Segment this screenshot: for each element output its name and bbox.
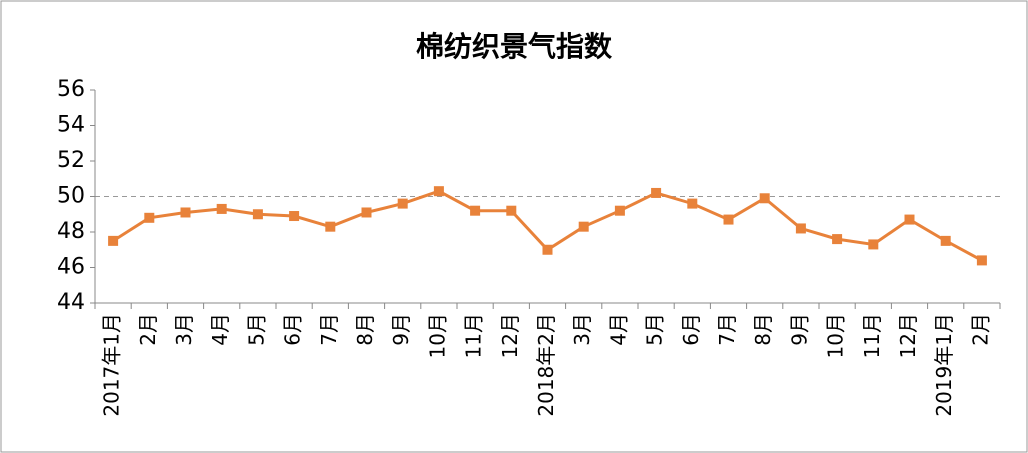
x-tick-label: 10月 <box>824 313 848 358</box>
x-tick-label: 7月 <box>715 313 739 346</box>
point-marker <box>687 198 698 209</box>
point-marker <box>470 205 481 216</box>
x-tick-label: 12月 <box>896 313 920 358</box>
point-marker <box>108 235 119 246</box>
x-tick-label: 5月 <box>643 313 667 346</box>
x-tick-label: 4月 <box>208 313 232 346</box>
point-marker <box>216 203 227 214</box>
x-tick-label: 3月 <box>172 313 196 346</box>
y-tick-label: 52 <box>57 148 85 173</box>
x-tick-label: 10月 <box>425 313 449 358</box>
x-tick-label: 8月 <box>751 313 775 346</box>
point-marker <box>578 221 589 232</box>
y-tick-label: 54 <box>57 113 85 138</box>
x-tick-label: 8月 <box>353 313 377 346</box>
x-tick-label: 11月 <box>462 313 486 358</box>
point-marker <box>252 209 263 220</box>
point-marker <box>832 234 843 245</box>
point-marker <box>614 205 625 216</box>
point-marker <box>433 186 444 197</box>
x-tick-label: 6月 <box>281 313 305 346</box>
x-tick-label: 12月 <box>498 313 522 358</box>
x-tick-label: 7月 <box>317 313 341 346</box>
y-tick-label: 44 <box>57 290 85 315</box>
point-marker <box>904 214 915 225</box>
x-tick-label: 2019年1月 <box>932 313 956 417</box>
point-marker <box>868 239 879 250</box>
y-tick-label: 56 <box>57 77 85 102</box>
x-tick-label: 4月 <box>606 313 630 346</box>
point-marker <box>506 205 517 216</box>
x-tick-label: 6月 <box>679 313 703 346</box>
point-marker <box>542 244 553 255</box>
x-tick-label: 9月 <box>787 313 811 346</box>
point-marker <box>651 187 662 198</box>
point-marker <box>976 255 987 266</box>
x-tick-label: 2月 <box>136 313 160 346</box>
point-marker <box>723 214 734 225</box>
point-marker <box>361 207 372 218</box>
point-marker <box>940 235 951 246</box>
x-tick-label: 2月 <box>968 313 992 346</box>
point-marker <box>759 193 770 204</box>
x-tick-label: 11月 <box>860 313 884 358</box>
point-marker <box>397 198 408 209</box>
chart-title: 棉纺织景气指数 <box>416 30 613 63</box>
x-tick-label: 2018年2月 <box>534 313 558 417</box>
x-tick-label: 3月 <box>570 313 594 346</box>
x-tick-label: 9月 <box>389 313 413 346</box>
point-marker <box>325 221 336 232</box>
point-marker <box>180 207 191 218</box>
x-tick-label: 5月 <box>244 313 268 346</box>
y-tick-label: 46 <box>57 255 85 280</box>
x-tick-label: 2017年1月 <box>100 313 124 417</box>
point-marker <box>144 212 155 223</box>
point-marker <box>795 223 806 234</box>
y-tick-label: 50 <box>57 184 85 209</box>
point-marker <box>289 211 300 222</box>
y-tick-label: 48 <box>57 219 85 244</box>
